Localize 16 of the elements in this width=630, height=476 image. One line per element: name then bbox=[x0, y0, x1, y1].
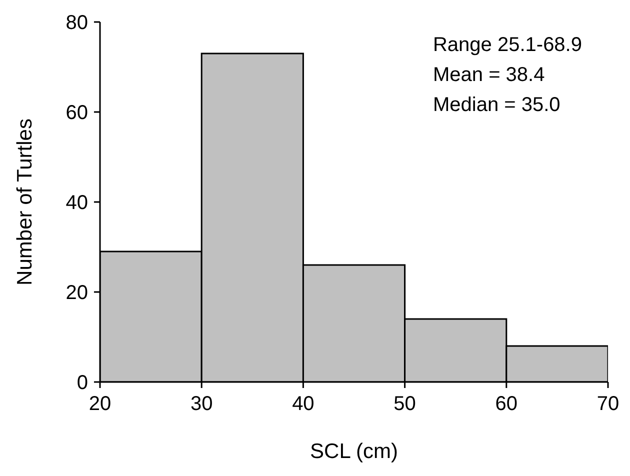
y-tick-label: 0 bbox=[76, 372, 88, 394]
y-tick-label: 60 bbox=[66, 102, 88, 124]
annotation: Median = 35.0 bbox=[432, 93, 562, 118]
annotation: Mean = 38.4 bbox=[432, 63, 546, 88]
y-tick-label: 40 bbox=[66, 192, 88, 214]
y-tick-label: 80 bbox=[66, 12, 88, 34]
x-tick-label: 50 bbox=[394, 393, 416, 416]
x-axis-title: SCL (cm) bbox=[310, 440, 398, 463]
x-tick-label: 20 bbox=[88, 393, 112, 416]
annotation: Range 25.1-68.9 bbox=[432, 33, 582, 58]
x-tick-label: 30 bbox=[190, 393, 213, 416]
x-tick-label: 40 bbox=[292, 393, 314, 416]
y-axis-title: Number of Turtles bbox=[13, 118, 36, 286]
x-tick-label: 60 bbox=[495, 393, 518, 416]
y-tick-label: 20 bbox=[66, 282, 88, 304]
x-tick-label: 70 bbox=[596, 393, 620, 416]
